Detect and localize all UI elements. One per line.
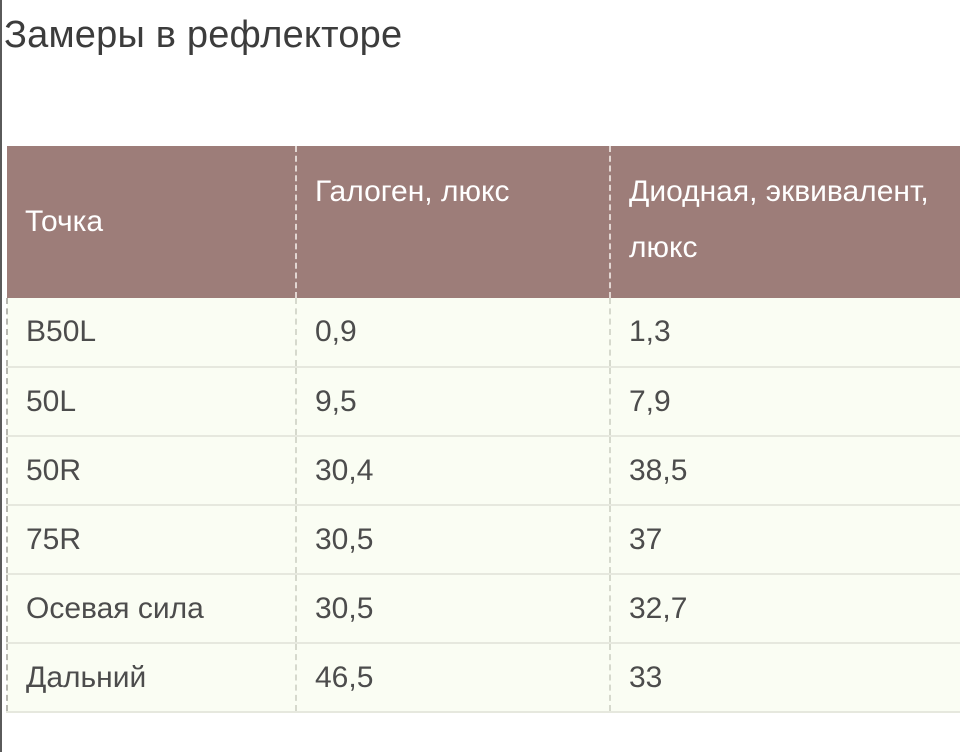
cell-point: 75R (6, 505, 297, 575)
cell-diode: 38,5 (610, 436, 960, 506)
column-header-diode: Диодная, эквивалент, люкс (610, 146, 960, 298)
table-row: Дальний 46,5 33 (6, 643, 960, 713)
cell-point: B50L (6, 298, 297, 368)
cell-diode: 37 (610, 505, 960, 575)
cell-point: Осевая сила (6, 574, 297, 644)
cell-diode: 7,9 (610, 367, 960, 437)
cell-point: 50L (6, 367, 297, 437)
cell-halogen: 30,4 (296, 436, 611, 506)
measurements-table: Точка Галоген, люкс Диодная, эквивалент,… (6, 146, 960, 713)
table-header-row: Точка Галоген, люкс Диодная, эквивалент,… (7, 146, 960, 298)
page-title: Замеры в рефлекторе (4, 14, 403, 56)
cell-point: 50R (6, 436, 297, 506)
cell-halogen: 0,9 (296, 298, 611, 368)
cell-halogen: 9,5 (296, 367, 611, 437)
table-row: 50R 30,4 38,5 (6, 436, 960, 506)
cell-point: Дальний (6, 643, 297, 713)
cell-halogen: 46,5 (296, 643, 611, 713)
cell-halogen: 30,5 (296, 505, 611, 575)
table-row: Осевая сила 30,5 32,7 (6, 574, 960, 644)
table-row: 75R 30,5 37 (6, 505, 960, 575)
table-row: 50L 9,5 7,9 (6, 367, 960, 437)
cell-diode: 32,7 (610, 574, 960, 644)
cell-diode: 33 (610, 643, 960, 713)
cell-halogen: 30,5 (296, 574, 611, 644)
table-row: B50L 0,9 1,3 (6, 298, 960, 368)
cell-diode: 1,3 (610, 298, 960, 368)
column-header-point: Точка (7, 146, 297, 298)
column-header-halogen: Галоген, люкс (296, 146, 611, 298)
